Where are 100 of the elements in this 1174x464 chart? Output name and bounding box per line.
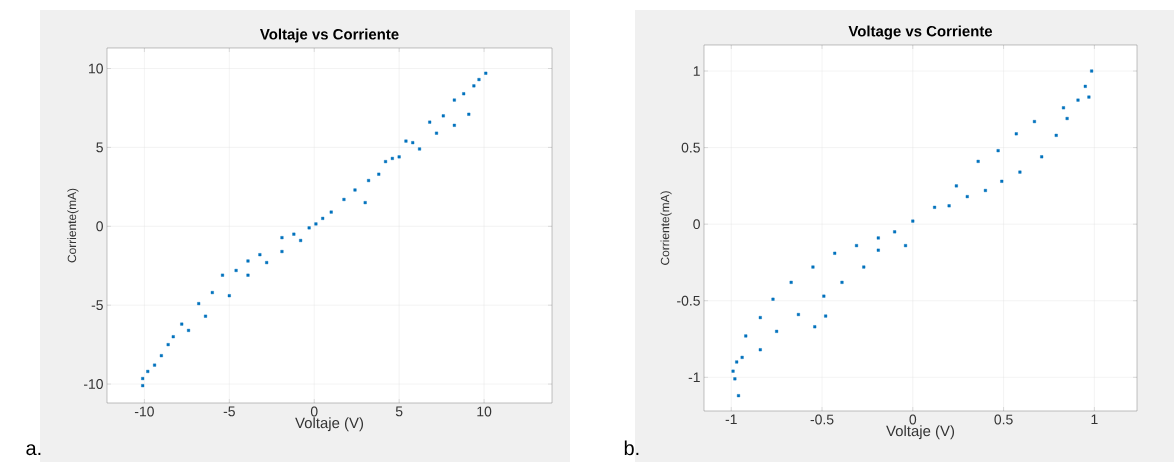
point	[911, 219, 915, 223]
point	[452, 98, 456, 102]
point	[307, 226, 311, 230]
y-tick-label: 5	[96, 142, 103, 153]
point	[996, 149, 1000, 153]
x-tick-label: 10	[477, 406, 492, 417]
point	[342, 197, 346, 201]
point	[411, 141, 415, 145]
point	[246, 273, 250, 277]
point	[893, 230, 897, 234]
point	[1065, 117, 1069, 120]
point	[227, 294, 231, 298]
point	[171, 335, 175, 339]
point	[141, 377, 145, 381]
point	[418, 147, 422, 151]
point	[180, 322, 184, 326]
point	[234, 268, 238, 272]
point	[737, 394, 741, 398]
point	[731, 369, 735, 373]
point	[1083, 84, 1087, 88]
point	[983, 188, 987, 192]
point	[1014, 132, 1018, 136]
point	[435, 131, 439, 135]
point	[353, 188, 357, 192]
point	[811, 265, 815, 269]
point	[733, 377, 737, 381]
point	[840, 280, 844, 284]
point	[740, 355, 744, 359]
y-tick-label: 0	[96, 221, 103, 232]
point	[822, 294, 826, 298]
x-tick-label: 0	[310, 406, 318, 417]
y-tick-label: -10	[83, 379, 103, 389]
point	[159, 354, 163, 358]
x-tick-label: -5	[223, 406, 235, 417]
x-tick-label: 1	[1091, 414, 1098, 425]
point	[221, 273, 225, 277]
text: a.	[26, 444, 41, 456]
point	[329, 210, 333, 214]
point	[197, 302, 201, 306]
point	[796, 313, 800, 317]
point	[384, 160, 388, 164]
x-tick-label: -1	[725, 414, 737, 425]
point	[1090, 69, 1094, 73]
text: b.	[624, 440, 639, 456]
point	[292, 232, 296, 236]
point	[314, 222, 318, 226]
point	[1061, 106, 1065, 110]
point	[404, 139, 408, 143]
point	[904, 244, 908, 248]
point	[735, 360, 739, 364]
point	[813, 325, 817, 329]
point	[744, 334, 748, 338]
point	[833, 251, 837, 255]
point	[1032, 120, 1036, 124]
point	[141, 384, 145, 388]
point	[862, 265, 866, 269]
y-tick-label: 0.5	[681, 142, 700, 153]
point	[390, 156, 394, 160]
point	[397, 155, 401, 159]
point	[1054, 133, 1058, 137]
point	[758, 348, 762, 352]
point	[204, 314, 208, 318]
y-tick-label: 0	[693, 219, 700, 230]
point	[1087, 95, 1091, 99]
point	[1040, 155, 1044, 159]
y-axis-title: Corriente(mA)	[67, 188, 79, 263]
point	[299, 238, 303, 242]
y-tick-label: -0.5	[677, 295, 700, 306]
y-tick-label: -5	[91, 300, 103, 311]
point	[484, 71, 488, 75]
point	[377, 172, 381, 176]
point	[166, 343, 170, 347]
point	[280, 250, 284, 254]
x-axis-title: Voltaje (V)	[295, 417, 364, 432]
x-tick-label: 0.5	[994, 414, 1013, 425]
x-tick-label: -10	[134, 406, 154, 417]
point	[363, 201, 367, 205]
y-tick-label: 10	[89, 63, 103, 74]
y-tick-label: 1	[693, 66, 700, 76]
point	[441, 114, 445, 118]
y-axis-title: Corriente(mA)	[660, 191, 672, 265]
point	[472, 84, 476, 88]
point	[1018, 170, 1022, 174]
point	[265, 261, 269, 265]
point	[947, 204, 951, 208]
point	[976, 159, 980, 163]
point	[789, 280, 793, 284]
chart-title: Voltage vs Corriente	[848, 25, 993, 40]
point	[824, 314, 828, 318]
point	[855, 244, 859, 248]
x-axis-title: Voltaje (V)	[886, 425, 955, 440]
point	[462, 92, 466, 96]
point	[146, 369, 150, 373]
chart-title: Voltaje vs Corriente	[260, 28, 399, 43]
point	[258, 253, 262, 257]
point	[321, 216, 325, 220]
point	[187, 328, 191, 332]
point	[965, 195, 969, 199]
point	[933, 205, 937, 209]
x-tick-label: 5	[395, 406, 403, 417]
